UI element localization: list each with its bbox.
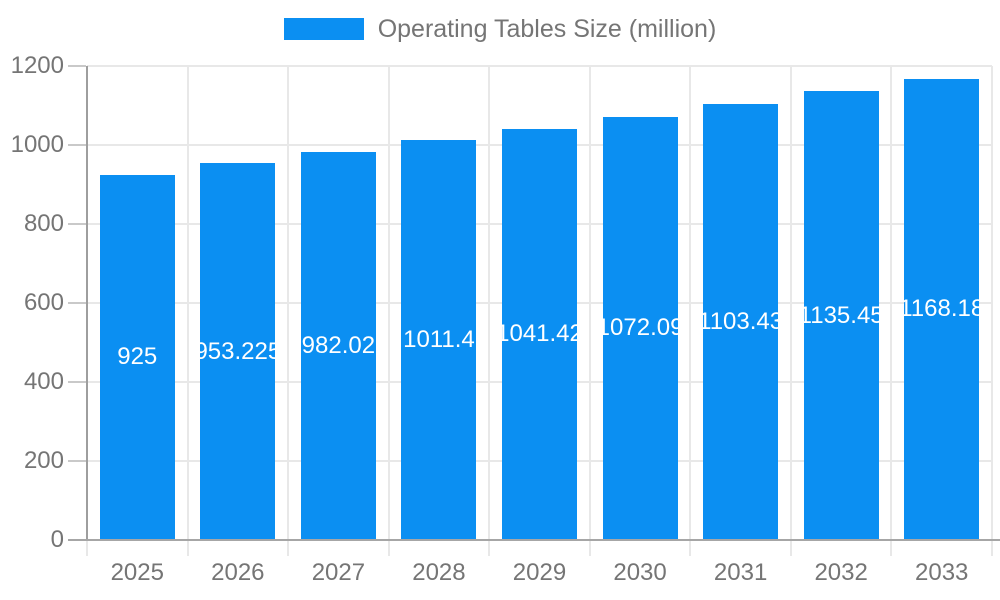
y-axis-label: 600: [23, 289, 64, 316]
gridline: [890, 66, 893, 556]
gridline: [186, 66, 189, 556]
bar-2027[interactable]: [300, 152, 376, 540]
bar-2025[interactable]: [99, 174, 175, 540]
legend-item[interactable]: Operating Tables Size (million): [283, 15, 717, 43]
y-axis-tick: [68, 144, 86, 146]
bar-value-label: 925: [100, 343, 175, 371]
x-axis-label: 2033: [915, 559, 969, 586]
bar-2033[interactable]: [904, 78, 980, 540]
bar-2031[interactable]: [703, 104, 779, 540]
x-axis-label: 2025: [110, 559, 164, 586]
y-axis-tick: [68, 460, 86, 462]
y-axis-label: 800: [23, 210, 64, 237]
x-axis-label: 2031: [713, 559, 768, 586]
bar-2030[interactable]: [602, 116, 678, 540]
x-axis-label: 2032: [814, 559, 868, 586]
y-axis-tick: [68, 65, 86, 67]
bar-value-text: 1041.42: [502, 320, 577, 348]
bar-value-label: 1168.18: [904, 295, 979, 323]
y-axis-label: 1200: [10, 52, 64, 79]
y-axis-tick: [68, 223, 86, 225]
x-axis-label: 2026: [211, 559, 265, 586]
bar-value-text: 953.225: [200, 337, 276, 365]
bar-value-label: 953.225: [200, 338, 275, 366]
y-axis-tick: [68, 302, 86, 304]
bar-value-label: 1072.09: [603, 314, 678, 342]
x-axis-line: [68, 539, 1000, 541]
bar-value-text: 1011.4: [403, 326, 475, 354]
gridline: [789, 66, 792, 556]
bar-value-label: 982.02: [301, 332, 376, 360]
y-axis-label: 0: [50, 526, 64, 553]
y-axis-tick: [68, 381, 86, 383]
bar-value-text: 982.02: [301, 332, 376, 360]
bar-value-label: 1011.4: [401, 326, 476, 354]
gridline: [991, 66, 993, 556]
y-axis-label: 400: [23, 368, 64, 395]
gridline: [287, 66, 290, 556]
bar-2028[interactable]: [401, 140, 477, 540]
gridline: [689, 66, 692, 556]
legend-swatch-icon: [283, 18, 364, 40]
plot-area: 0 200 400 600 800 1000 1200 925 2025 953.225 2026 9…: [11, 52, 1000, 586]
gridline: [488, 66, 491, 556]
y-axis-label: 200: [23, 447, 64, 474]
x-axis-label: 2027: [311, 559, 366, 586]
bar-2029[interactable]: [502, 128, 577, 540]
x-axis-label: 2029: [512, 559, 567, 586]
y-axis-label: 1000: [10, 131, 64, 158]
bar-value-text: 1168.18: [904, 295, 980, 323]
gridline: [87, 65, 992, 67]
bar-value-text: 1103.43: [703, 308, 779, 336]
gridline: [387, 66, 390, 556]
bar-2032[interactable]: [803, 91, 879, 540]
bar-value-label: 1041.42: [502, 320, 577, 348]
x-axis-label: 2028: [412, 559, 466, 586]
bar-2026[interactable]: [200, 163, 276, 540]
gridline: [588, 66, 591, 556]
bar-value-text: 925: [117, 343, 158, 371]
x-axis-label: 2030: [613, 559, 667, 586]
bar-value-text: 1072.09: [602, 314, 678, 342]
chart-legend: Operating Tables Size (million): [0, 16, 1000, 42]
y-axis-line: [86, 66, 88, 540]
bar-value-label: 1103.43: [703, 308, 778, 336]
legend-label: Operating Tables Size (million): [377, 15, 717, 43]
